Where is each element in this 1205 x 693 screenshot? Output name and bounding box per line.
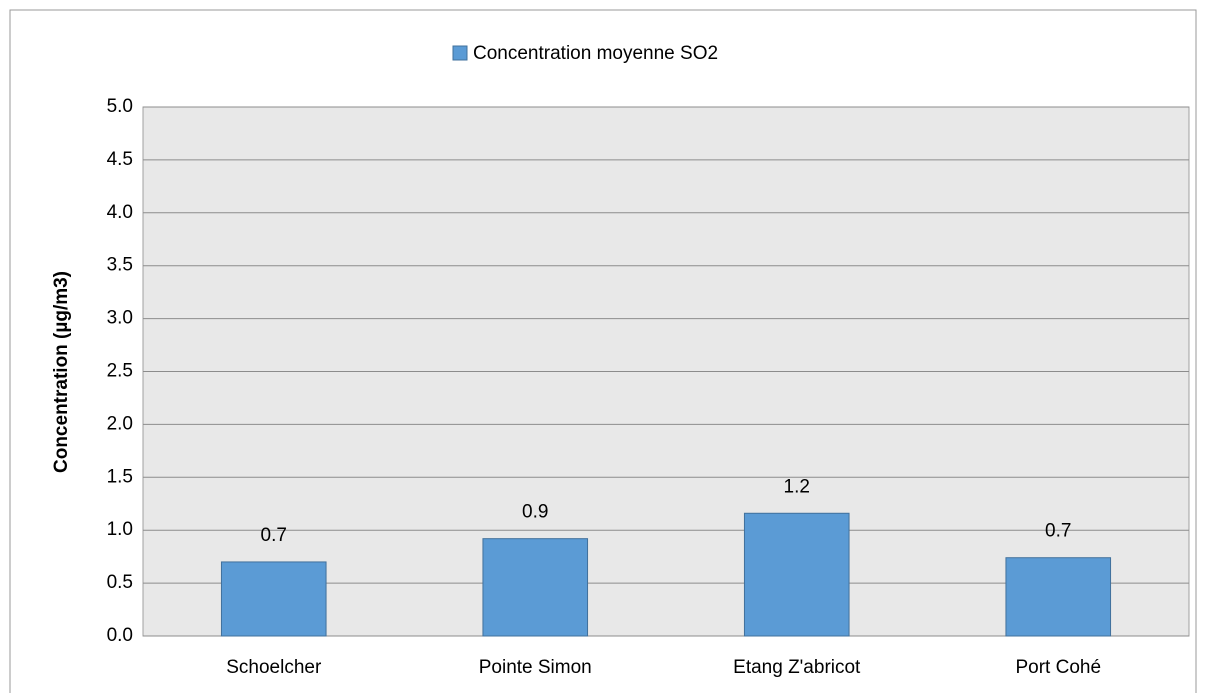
x-tick-label: Port Cohé: [1015, 657, 1101, 678]
data-label: 0.9: [522, 502, 548, 523]
y-tick-label: 4.0: [107, 202, 133, 223]
y-axis-label: Concentration (µg/m3): [51, 271, 72, 473]
y-tick-label: 1.5: [107, 466, 133, 487]
x-tick-label: Etang Z'abricot: [733, 657, 861, 678]
y-tick-label: 2.5: [107, 361, 133, 382]
y-tick-label: 3.5: [107, 255, 133, 276]
y-tick-label: 2.0: [107, 413, 133, 434]
data-label: 1.2: [784, 476, 810, 497]
data-label: 0.7: [1045, 521, 1071, 542]
bar: [1005, 557, 1112, 637]
y-tick-label: 3.0: [107, 308, 133, 329]
x-tick-label: Pointe Simon: [479, 657, 592, 678]
bar: [220, 561, 327, 637]
data-label: 0.7: [261, 525, 287, 546]
bar: [482, 538, 589, 637]
y-tick-label: 1.0: [107, 519, 133, 540]
y-tick-label: 0.0: [107, 625, 133, 646]
legend-swatch: [452, 45, 468, 61]
legend-label: Concentration moyenne SO2: [473, 43, 718, 64]
y-tick-label: 5.0: [107, 96, 133, 117]
x-tick-label: Schoelcher: [226, 657, 322, 678]
y-tick-label: 0.5: [107, 572, 133, 593]
bar: [743, 512, 850, 637]
y-tick-label: 4.5: [107, 149, 133, 170]
